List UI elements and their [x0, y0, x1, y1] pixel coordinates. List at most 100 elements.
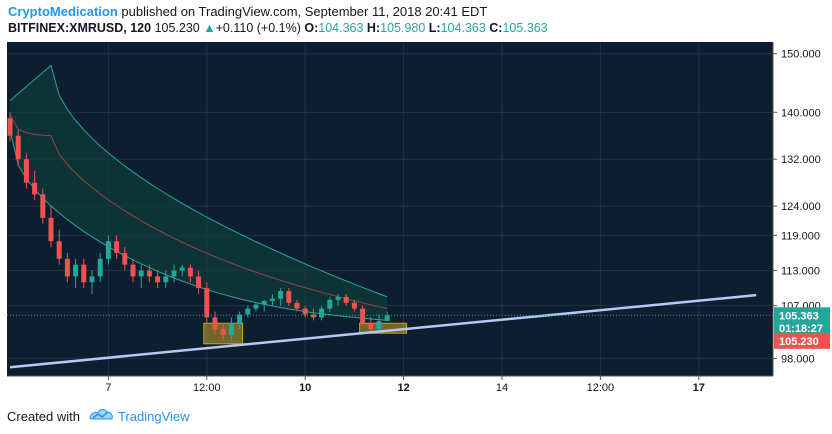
price-tick-label: 140.000	[781, 107, 821, 119]
candle-body	[122, 252, 128, 265]
candle-body	[376, 321, 382, 330]
candle-body	[7, 118, 13, 136]
candle	[294, 299, 300, 312]
candle	[278, 288, 284, 306]
candle	[269, 293, 275, 306]
candle-body	[253, 304, 259, 309]
candle-body	[310, 314, 316, 318]
open-value: 104.363	[318, 21, 364, 35]
candle-body	[171, 270, 177, 277]
candle-body	[146, 270, 152, 277]
candle-body	[56, 241, 62, 259]
candle	[253, 302, 259, 312]
candle-body	[327, 299, 333, 309]
candle-body	[343, 296, 349, 303]
ohlc-line: BITFINEX:XMRUSD, 120 105.230 ▲+0.110 (+0…	[8, 21, 548, 35]
created-with-text: Created with	[7, 409, 80, 424]
candle	[327, 296, 333, 312]
candle-body	[237, 314, 243, 324]
candle-body	[138, 270, 144, 277]
candle-body	[212, 317, 218, 330]
moving-average-line	[9, 114, 388, 310]
tradingview-logo-icon[interactable]	[88, 405, 114, 423]
tradingview-link[interactable]: TradingView	[118, 409, 190, 424]
candle	[130, 258, 136, 283]
candle	[204, 282, 210, 324]
chart-frame[interactable]: 150.000 140.000 132.000 124.000 119.000 113.0…	[0, 40, 832, 394]
candle	[114, 235, 120, 259]
candle-body	[261, 300, 267, 305]
price-marker-label: 105.363	[779, 310, 819, 322]
candle-body	[351, 302, 357, 309]
author-link[interactable]: CryptoMedication	[8, 4, 118, 19]
candle	[81, 258, 87, 289]
candle	[138, 264, 144, 289]
candle	[228, 317, 234, 341]
publish-line: CryptoMedication published on TradingVie…	[8, 4, 487, 19]
open-label: O:	[304, 21, 319, 35]
candle	[32, 170, 38, 201]
candle	[89, 270, 95, 294]
candle-body	[319, 308, 325, 318]
candle-body	[368, 323, 374, 330]
candle	[7, 112, 13, 142]
chart-header: CryptoMedication published on TradingVie…	[0, 0, 832, 40]
candle	[155, 270, 161, 289]
candle	[302, 305, 308, 318]
price-marker-label: 105.230	[779, 336, 819, 348]
candle	[343, 293, 349, 306]
time-tick-label: 12:00	[193, 382, 221, 394]
candle	[56, 229, 62, 265]
up-arrow-icon: ▲	[203, 21, 216, 35]
candle	[220, 323, 226, 341]
candle	[171, 264, 177, 283]
price-marker-label: 01:18:27	[779, 323, 823, 335]
price-tick-label: 124.000	[781, 201, 821, 213]
price-chart[interactable]: 150.000 140.000 132.000 124.000 119.000 113.0…	[0, 40, 832, 394]
candle-body	[81, 264, 87, 283]
candle	[351, 299, 357, 312]
time-tick-label: 10	[299, 382, 311, 394]
price-tick-label: 113.000	[781, 266, 820, 278]
candle-body	[220, 329, 226, 335]
candle-body	[64, 258, 70, 277]
price-tick-label: 132.000	[781, 154, 821, 166]
trend-line	[9, 293, 757, 369]
candle-body	[23, 159, 29, 183]
time-tick-label: 7	[105, 382, 111, 394]
candle	[335, 293, 341, 306]
candle	[64, 252, 70, 283]
candle	[48, 206, 54, 248]
candle-body	[278, 291, 284, 299]
candle-body	[228, 323, 234, 335]
candle	[310, 308, 316, 321]
symbol-label: BITFINEX:XMRUSD, 120	[8, 21, 152, 35]
candle	[196, 270, 202, 294]
candle-body	[302, 308, 308, 315]
low-value: 104.363	[440, 21, 486, 35]
candle-body	[269, 298, 275, 301]
candle-body	[15, 135, 21, 160]
candle	[23, 153, 29, 189]
candle-body	[245, 308, 251, 315]
candle-body	[360, 308, 366, 324]
candle	[286, 288, 292, 306]
candle-body	[286, 291, 292, 303]
price-change: +0.110 (+0.1%)	[215, 21, 301, 35]
candle-body	[32, 182, 38, 195]
time-tick-label: 17	[693, 382, 705, 394]
candle-body	[114, 241, 120, 253]
time-tick-label: 12:00	[587, 382, 615, 394]
price-marker	[774, 319, 830, 336]
candle	[73, 258, 79, 289]
time-tick-label: 12	[397, 382, 409, 394]
publish-info: published on TradingView.com, September …	[121, 4, 488, 19]
candle	[261, 299, 267, 312]
candle	[237, 311, 243, 330]
candle-body	[335, 296, 341, 300]
close-value: 105.363	[502, 21, 548, 35]
candle	[376, 314, 382, 333]
candle	[360, 305, 366, 327]
candle-body	[89, 276, 95, 283]
bollinger-fill	[10, 65, 388, 321]
